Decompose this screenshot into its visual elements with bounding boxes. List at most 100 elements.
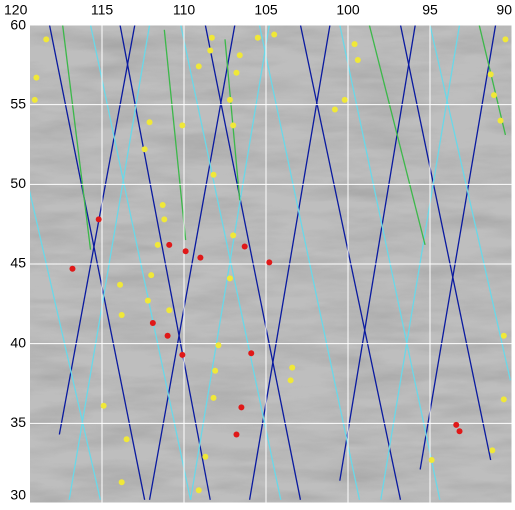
track (429, 25, 511, 381)
track (419, 25, 497, 470)
point (212, 367, 219, 374)
point (117, 281, 124, 288)
track (299, 25, 402, 500)
point (287, 377, 294, 384)
x-tick-label: 115 (91, 2, 114, 18)
track (258, 25, 361, 500)
point (241, 243, 248, 250)
point (497, 117, 504, 124)
x-tick-label: 90 (496, 2, 512, 18)
point (159, 202, 166, 209)
point (266, 259, 273, 266)
point (351, 41, 358, 48)
point (230, 232, 237, 239)
x-tick-label: 110 (173, 2, 196, 18)
x-tick-label: 120 (4, 2, 28, 18)
point (233, 431, 240, 438)
point (271, 31, 278, 38)
point (195, 63, 202, 70)
track (380, 25, 461, 500)
point (331, 106, 338, 113)
track (189, 25, 270, 500)
point (141, 146, 148, 153)
track (180, 25, 282, 500)
point (197, 254, 204, 261)
point (208, 34, 215, 41)
point (161, 216, 168, 223)
point (100, 402, 107, 409)
point (95, 216, 102, 223)
x-tick-label: 105 (254, 2, 278, 18)
point (487, 71, 494, 78)
y-tick-label: 45 (10, 255, 26, 271)
point (148, 272, 155, 279)
point (502, 36, 509, 43)
point (118, 479, 125, 486)
point (354, 57, 361, 64)
track (48, 25, 146, 500)
point (215, 342, 222, 349)
point (500, 396, 507, 403)
point (230, 122, 237, 129)
point (154, 241, 161, 248)
point (236, 52, 243, 59)
point (123, 436, 130, 443)
point (202, 453, 209, 460)
point (456, 428, 463, 435)
track (119, 25, 211, 500)
point (226, 275, 233, 282)
point (207, 47, 214, 54)
track (339, 25, 441, 500)
track (61, 25, 92, 250)
track (368, 25, 426, 246)
point (489, 447, 496, 454)
y-tick-label: 50 (10, 175, 26, 191)
track (58, 25, 136, 435)
point (166, 307, 173, 314)
point (195, 487, 202, 494)
point (428, 456, 435, 463)
point (31, 96, 38, 103)
track (30, 189, 101, 500)
point (210, 394, 217, 401)
point (146, 119, 153, 126)
y-tick-label: 60 (10, 17, 26, 33)
point (179, 351, 186, 358)
point (144, 297, 151, 304)
track (399, 25, 492, 461)
point (149, 319, 156, 326)
point (226, 96, 233, 103)
track (224, 39, 241, 201)
point (164, 332, 171, 339)
point (179, 122, 186, 129)
y-tick-label: 55 (10, 95, 26, 111)
point (43, 36, 50, 43)
point (118, 311, 125, 318)
y-tick-label: 40 (10, 334, 26, 350)
track (204, 25, 302, 500)
track (163, 29, 187, 241)
y-tick-label: 30 (10, 487, 26, 503)
track (478, 25, 507, 136)
x-tick-label: 95 (422, 2, 438, 18)
point (33, 74, 40, 81)
point (238, 404, 245, 411)
point (69, 265, 76, 272)
point (233, 69, 240, 76)
x-tick-label: 100 (336, 2, 360, 18)
track (68, 25, 151, 500)
track (89, 25, 192, 500)
point (182, 248, 189, 255)
point (254, 34, 261, 41)
y-tick-label: 35 (10, 414, 26, 430)
point (490, 92, 497, 99)
point (289, 364, 296, 371)
point (453, 421, 460, 428)
track (339, 25, 416, 481)
point (210, 171, 217, 178)
point (166, 241, 173, 248)
point (500, 332, 507, 339)
point (341, 96, 348, 103)
